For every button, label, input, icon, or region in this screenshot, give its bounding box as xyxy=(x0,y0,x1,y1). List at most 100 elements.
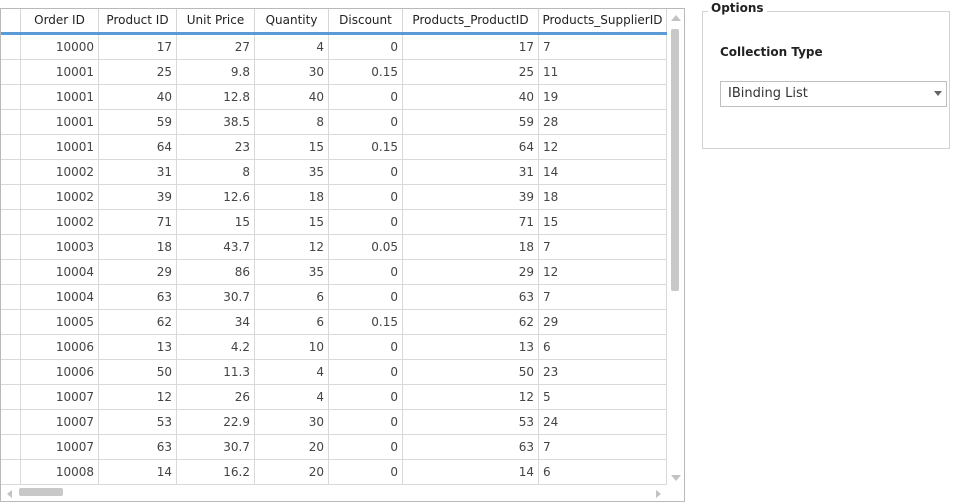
cell-products-supplierid[interactable]: 5 xyxy=(539,385,667,409)
cell-products-supplierid[interactable]: 11 xyxy=(539,60,667,84)
cell-products-productid[interactable]: 71 xyxy=(403,210,539,234)
row-indicator[interactable] xyxy=(1,185,21,209)
table-row[interactable]: 10007 53 22.9 30 0 53 24 xyxy=(1,410,667,435)
cell-unit-price[interactable]: 15 xyxy=(177,210,255,234)
cell-unit-price[interactable]: 86 xyxy=(177,260,255,284)
cell-products-supplierid[interactable]: 28 xyxy=(539,110,667,134)
cell-product-id[interactable]: 62 xyxy=(99,310,177,334)
column-header-product-id[interactable]: Product ID xyxy=(99,9,177,32)
cell-products-supplierid[interactable]: 14 xyxy=(539,160,667,184)
cell-order-id[interactable]: 10002 xyxy=(21,160,99,184)
table-row[interactable]: 10004 29 86 35 0 29 12 xyxy=(1,260,667,285)
cell-product-id[interactable]: 17 xyxy=(99,35,177,59)
cell-order-id[interactable]: 10007 xyxy=(21,435,99,459)
cell-unit-price[interactable]: 8 xyxy=(177,160,255,184)
cell-discount[interactable]: 0 xyxy=(329,85,403,109)
cell-order-id[interactable]: 10002 xyxy=(21,210,99,234)
cell-quantity[interactable]: 4 xyxy=(255,35,329,59)
cell-quantity[interactable]: 40 xyxy=(255,85,329,109)
cell-product-id[interactable]: 13 xyxy=(99,335,177,359)
cell-discount[interactable]: 0 xyxy=(329,110,403,134)
cell-products-productid[interactable]: 62 xyxy=(403,310,539,334)
cell-order-id[interactable]: 10001 xyxy=(21,110,99,134)
column-header-products-supplierid[interactable]: Products_SupplierID xyxy=(539,9,667,32)
cell-discount[interactable]: 0.15 xyxy=(329,135,403,159)
cell-products-productid[interactable]: 40 xyxy=(403,85,539,109)
cell-unit-price[interactable]: 12.8 xyxy=(177,85,255,109)
cell-products-productid[interactable]: 17 xyxy=(403,35,539,59)
table-row[interactable]: 10006 50 11.3 4 0 50 23 xyxy=(1,360,667,385)
cell-products-supplierid[interactable]: 24 xyxy=(539,410,667,434)
cell-order-id[interactable]: 10006 xyxy=(21,335,99,359)
vertical-scrollbar[interactable] xyxy=(667,9,684,485)
cell-quantity[interactable]: 30 xyxy=(255,60,329,84)
row-indicator[interactable] xyxy=(1,60,21,84)
cell-quantity[interactable]: 15 xyxy=(255,135,329,159)
column-header-order-id[interactable]: Order ID xyxy=(21,9,99,32)
row-indicator[interactable] xyxy=(1,410,21,434)
cell-products-productid[interactable]: 18 xyxy=(403,235,539,259)
cell-products-supplierid[interactable]: 18 xyxy=(539,185,667,209)
cell-discount[interactable]: 0.15 xyxy=(329,60,403,84)
cell-products-supplierid[interactable]: 19 xyxy=(539,85,667,109)
table-row[interactable]: 10004 63 30.7 6 0 63 7 xyxy=(1,285,667,310)
scroll-up-icon[interactable] xyxy=(671,15,681,21)
cell-unit-price[interactable]: 30.7 xyxy=(177,435,255,459)
cell-product-id[interactable]: 18 xyxy=(99,235,177,259)
cell-product-id[interactable]: 50 xyxy=(99,360,177,384)
cell-order-id[interactable]: 10001 xyxy=(21,60,99,84)
table-row[interactable]: 10000 17 27 4 0 17 7 xyxy=(1,35,667,60)
cell-products-productid[interactable]: 29 xyxy=(403,260,539,284)
cell-products-supplierid[interactable]: 7 xyxy=(539,285,667,309)
cell-unit-price[interactable]: 12.6 xyxy=(177,185,255,209)
row-indicator[interactable] xyxy=(1,110,21,134)
cell-discount[interactable]: 0 xyxy=(329,35,403,59)
cell-unit-price[interactable]: 34 xyxy=(177,310,255,334)
cell-discount[interactable]: 0.15 xyxy=(329,310,403,334)
cell-product-id[interactable]: 12 xyxy=(99,385,177,409)
table-row[interactable]: 10005 62 34 6 0.15 62 29 xyxy=(1,310,667,335)
row-indicator[interactable] xyxy=(1,285,21,309)
vertical-scroll-thumb[interactable] xyxy=(671,29,679,291)
cell-discount[interactable]: 0.05 xyxy=(329,235,403,259)
cell-products-supplierid[interactable]: 23 xyxy=(539,360,667,384)
cell-products-supplierid[interactable]: 29 xyxy=(539,310,667,334)
cell-product-id[interactable]: 53 xyxy=(99,410,177,434)
cell-product-id[interactable]: 31 xyxy=(99,160,177,184)
cell-discount[interactable]: 0 xyxy=(329,335,403,359)
row-indicator[interactable] xyxy=(1,335,21,359)
table-row[interactable]: 10003 18 43.7 12 0.05 18 7 xyxy=(1,235,667,260)
cell-products-productid[interactable]: 63 xyxy=(403,285,539,309)
cell-unit-price[interactable]: 27 xyxy=(177,35,255,59)
chevron-down-icon[interactable] xyxy=(934,91,942,96)
row-indicator[interactable] xyxy=(1,435,21,459)
cell-products-productid[interactable]: 12 xyxy=(403,385,539,409)
cell-discount[interactable]: 0 xyxy=(329,285,403,309)
cell-quantity[interactable]: 6 xyxy=(255,285,329,309)
cell-products-supplierid[interactable]: 12 xyxy=(539,260,667,284)
row-indicator[interactable] xyxy=(1,385,21,409)
row-indicator[interactable] xyxy=(1,135,21,159)
cell-products-productid[interactable]: 14 xyxy=(403,460,539,484)
scroll-left-icon[interactable] xyxy=(7,490,12,498)
cell-products-productid[interactable]: 50 xyxy=(403,360,539,384)
cell-order-id[interactable]: 10005 xyxy=(21,310,99,334)
cell-product-id[interactable]: 14 xyxy=(99,460,177,484)
cell-quantity[interactable]: 15 xyxy=(255,210,329,234)
cell-unit-price[interactable]: 38.5 xyxy=(177,110,255,134)
cell-unit-price[interactable]: 30.7 xyxy=(177,285,255,309)
cell-products-supplierid[interactable]: 7 xyxy=(539,435,667,459)
cell-products-productid[interactable]: 53 xyxy=(403,410,539,434)
table-row[interactable]: 10008 14 16.2 20 0 14 6 xyxy=(1,460,667,485)
cell-order-id[interactable]: 10001 xyxy=(21,135,99,159)
cell-quantity[interactable]: 12 xyxy=(255,235,329,259)
table-row[interactable]: 10002 39 12.6 18 0 39 18 xyxy=(1,185,667,210)
data-grid[interactable]: Order ID Product ID Unit Price Quantity … xyxy=(0,8,685,502)
cell-discount[interactable]: 0 xyxy=(329,185,403,209)
scroll-down-icon[interactable] xyxy=(671,475,681,481)
cell-products-supplierid[interactable]: 12 xyxy=(539,135,667,159)
cell-quantity[interactable]: 35 xyxy=(255,260,329,284)
table-row[interactable]: 10007 12 26 4 0 12 5 xyxy=(1,385,667,410)
cell-products-supplierid[interactable]: 7 xyxy=(539,35,667,59)
cell-product-id[interactable]: 25 xyxy=(99,60,177,84)
